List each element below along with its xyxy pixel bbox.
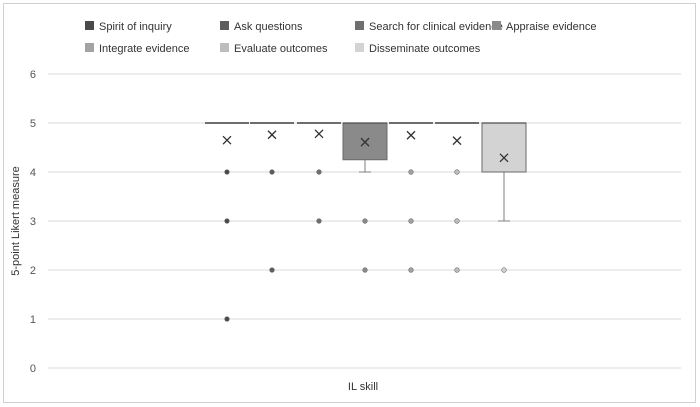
legend-label: Integrate evidence xyxy=(99,43,190,55)
legend-swatch xyxy=(85,43,94,52)
mean-marker xyxy=(222,135,232,145)
mean-marker xyxy=(499,153,509,163)
legend-swatch xyxy=(355,43,364,52)
outlier-point xyxy=(316,169,322,175)
mean-marker xyxy=(314,129,324,139)
legend: Spirit of inquiry Ask questions Search for… xyxy=(85,21,597,55)
legend-label: Appraise evidence xyxy=(506,21,597,33)
outlier-point xyxy=(224,169,230,175)
outlier-point xyxy=(501,267,507,273)
y-tick-label: 5 xyxy=(30,118,36,130)
grid-layer: 0 1 2 3 4 5 6 xyxy=(30,69,681,375)
box-layer xyxy=(205,122,527,322)
box-6 xyxy=(435,122,479,273)
x-axis-title: IL skill xyxy=(348,381,378,393)
y-tick-label: 2 xyxy=(30,265,36,277)
legend-swatch xyxy=(220,21,229,30)
legend-label: Ask questions xyxy=(234,21,303,33)
outlier-point xyxy=(454,267,460,273)
legend-swatch xyxy=(220,43,229,52)
box-body xyxy=(481,122,527,173)
legend-swatch xyxy=(492,21,501,30)
outlier-point xyxy=(224,316,230,322)
outlier-point xyxy=(454,218,460,224)
outlier-point xyxy=(269,169,275,175)
outlier-point xyxy=(408,169,414,175)
outlier-point xyxy=(454,169,460,175)
box-1 xyxy=(205,122,249,322)
y-axis-title: 5-point Likert measure xyxy=(10,166,22,275)
y-tick-label: 3 xyxy=(30,216,36,228)
outlier-point xyxy=(269,267,275,273)
y-tick-label: 6 xyxy=(30,69,36,81)
mean-marker xyxy=(267,130,277,140)
legend-swatch xyxy=(355,21,364,30)
box-7 xyxy=(481,122,527,273)
y-tick-label: 1 xyxy=(30,314,36,326)
outlier-point xyxy=(316,218,322,224)
legend-swatch xyxy=(85,21,94,30)
mean-marker xyxy=(360,137,370,147)
legend-label: Evaluate outcomes xyxy=(234,43,328,55)
y-tick-label: 4 xyxy=(30,167,36,179)
legend-label: Spirit of inquiry xyxy=(99,21,172,33)
legend-label: Search for clinical evidence xyxy=(369,21,503,33)
outlier-point xyxy=(362,218,368,224)
box-4 xyxy=(342,122,388,273)
box-2 xyxy=(250,122,294,273)
mean-marker xyxy=(452,136,462,146)
outlier-point xyxy=(362,267,368,273)
mean-marker xyxy=(406,130,416,140)
legend-label: Disseminate outcomes xyxy=(369,43,481,55)
y-tick-label: 0 xyxy=(30,363,36,375)
box-5 xyxy=(389,122,433,273)
box-3 xyxy=(297,122,341,224)
outlier-point xyxy=(408,218,414,224)
outlier-point xyxy=(224,218,230,224)
outlier-point xyxy=(408,267,414,273)
chart-frame xyxy=(3,3,696,403)
